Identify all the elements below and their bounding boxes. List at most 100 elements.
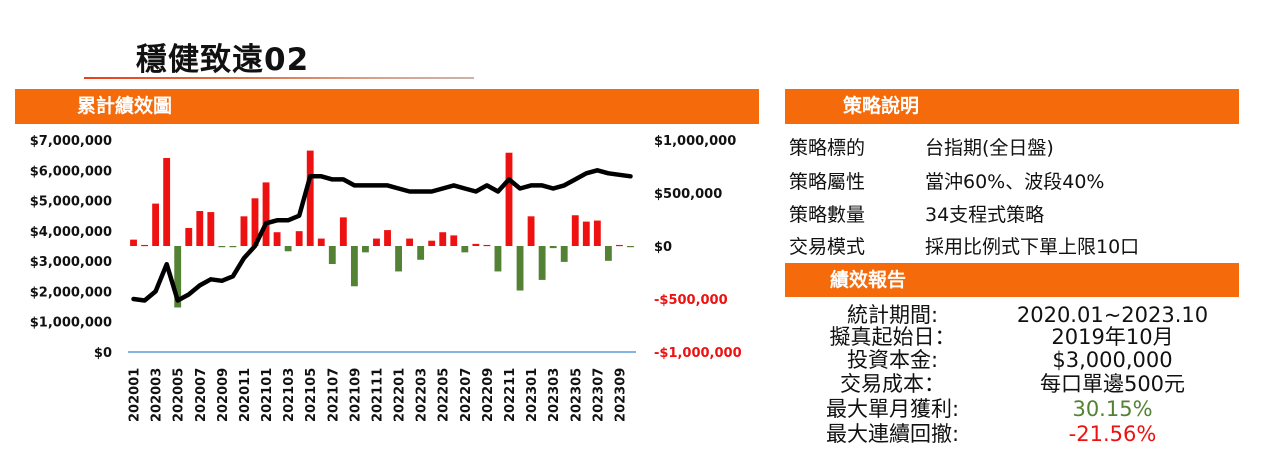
bar	[262, 182, 270, 246]
x-axis-tick-label: 202105	[304, 368, 319, 422]
bar	[339, 217, 347, 246]
bar	[284, 246, 292, 252]
perf-value: 每口單邊500元	[1039, 372, 1186, 396]
x-axis-tick-label: 202009	[216, 368, 231, 422]
strategy-value: 34支程式策略	[925, 204, 1045, 226]
perf-label: 擬真起始日：	[829, 325, 956, 349]
left-axis-tick-label: $3,000,000	[30, 255, 112, 270]
title-underline	[84, 77, 474, 79]
strategy-label: 策略屬性	[789, 171, 866, 193]
x-axis-tick-label: 202303	[547, 368, 562, 422]
bar	[538, 246, 546, 280]
x-axis-tick-label: 202205	[437, 368, 452, 422]
bar	[152, 203, 160, 246]
perf-label: 投資本金:	[846, 348, 939, 372]
bar	[505, 152, 513, 246]
left-axis-tick-label: $0	[94, 346, 112, 361]
right-axis-tick-label: -$1,000,000	[654, 346, 742, 361]
x-axis-tick-label: 202211	[503, 368, 518, 422]
perf-value: 2019年10月	[1051, 325, 1174, 349]
x-axis-tick-label: 202001	[128, 368, 143, 422]
x-axis-tick-label: 202109	[348, 368, 363, 422]
bar	[604, 246, 612, 261]
bar	[384, 230, 391, 246]
bar	[130, 239, 137, 246]
strategy-label: 交易模式	[789, 236, 866, 258]
bar	[163, 158, 171, 246]
right-axis-tick-label: $500,000	[654, 187, 722, 202]
x-axis-tick-label: 202007	[194, 368, 209, 422]
bar	[439, 232, 447, 246]
x-axis-tick-label: 202307	[591, 368, 606, 422]
right-axis-tick-label: -$500,000	[654, 293, 728, 308]
x-axis-tick-label: 202005	[172, 368, 187, 422]
x-axis-tick-label: 202011	[238, 368, 253, 422]
bar	[174, 246, 182, 308]
x-axis-tick-label: 202301	[525, 368, 540, 422]
strategy-value: 採用比例式下單上限10口	[925, 236, 1140, 258]
bar	[207, 212, 215, 246]
strategy-label: 策略數量	[789, 204, 866, 226]
right-axis-tick-label: $1,000,000	[654, 134, 736, 149]
bar	[185, 227, 193, 246]
x-axis-tick-label: 202309	[613, 368, 628, 422]
bar	[494, 246, 502, 272]
x-axis-tick-label: 202101	[260, 368, 275, 422]
bar	[461, 246, 469, 253]
bar	[362, 246, 369, 253]
bar	[483, 244, 491, 247]
strategy-header: 策略說明	[785, 89, 1239, 124]
bar	[295, 231, 303, 246]
left-axis-tick-label: $1,000,000	[30, 316, 112, 331]
cumulative-line	[131, 168, 633, 303]
left-axis-tick-label: $2,000,000	[30, 285, 112, 300]
x-axis-tick-label: 202111	[371, 368, 386, 422]
left-axis-tick-label: $4,000,000	[30, 225, 112, 240]
bar	[218, 246, 226, 248]
left-axis-tick-label: $6,000,000	[30, 164, 112, 179]
x-axis-tick-label: 202201	[393, 368, 408, 422]
x-axis-tick-label: 202103	[282, 368, 297, 422]
bar	[306, 150, 314, 246]
bar	[196, 211, 204, 246]
bar	[350, 246, 358, 287]
bar	[251, 198, 259, 246]
bar	[549, 246, 557, 249]
bar	[616, 244, 623, 247]
perf-value: 2020.01~2023.10	[1016, 303, 1209, 327]
x-axis-tick-label: 202003	[150, 368, 165, 422]
bar	[450, 235, 458, 246]
bar	[328, 246, 336, 265]
perf-label: 交易成本：	[840, 372, 945, 396]
bar	[229, 246, 237, 248]
bar	[571, 215, 579, 246]
perf-label: 統計期間:	[846, 303, 939, 327]
perf-value: $3,000,000	[1052, 348, 1173, 372]
bar	[593, 220, 601, 246]
perf-label: 最大連續回撤:	[825, 422, 960, 446]
bar	[516, 246, 524, 291]
x-axis-tick-label: 202203	[415, 368, 430, 422]
bar	[472, 243, 480, 246]
left-axis-tick-label: $5,000,000	[30, 195, 112, 210]
bar	[240, 216, 248, 246]
bar	[417, 246, 425, 260]
bar	[582, 221, 590, 246]
bar	[428, 240, 436, 246]
cumulative-performance-chart: $0 $1,000,000 $2,000,000 $3,000,000 $4,000,0…	[30, 134, 742, 422]
performance-header: 績效報告	[785, 263, 1239, 297]
bar	[373, 238, 380, 246]
strategy-label: 策略標的	[789, 137, 866, 159]
x-axis-tick-label: 202107	[326, 368, 341, 422]
bar	[317, 238, 325, 246]
perf-value-profit: 30.15%	[1072, 397, 1153, 421]
page-title: 穩健致遠02	[136, 42, 310, 78]
chart-header: 累計績效圖	[15, 89, 759, 124]
bar	[141, 244, 148, 247]
bar	[527, 216, 535, 246]
bar	[395, 246, 402, 272]
strategy-value: 台指期(全日盤)	[925, 137, 1054, 159]
x-axis-tick-label: 202305	[569, 368, 584, 422]
perf-value-drawdown: -21.56%	[1068, 422, 1157, 446]
bar	[560, 246, 568, 262]
